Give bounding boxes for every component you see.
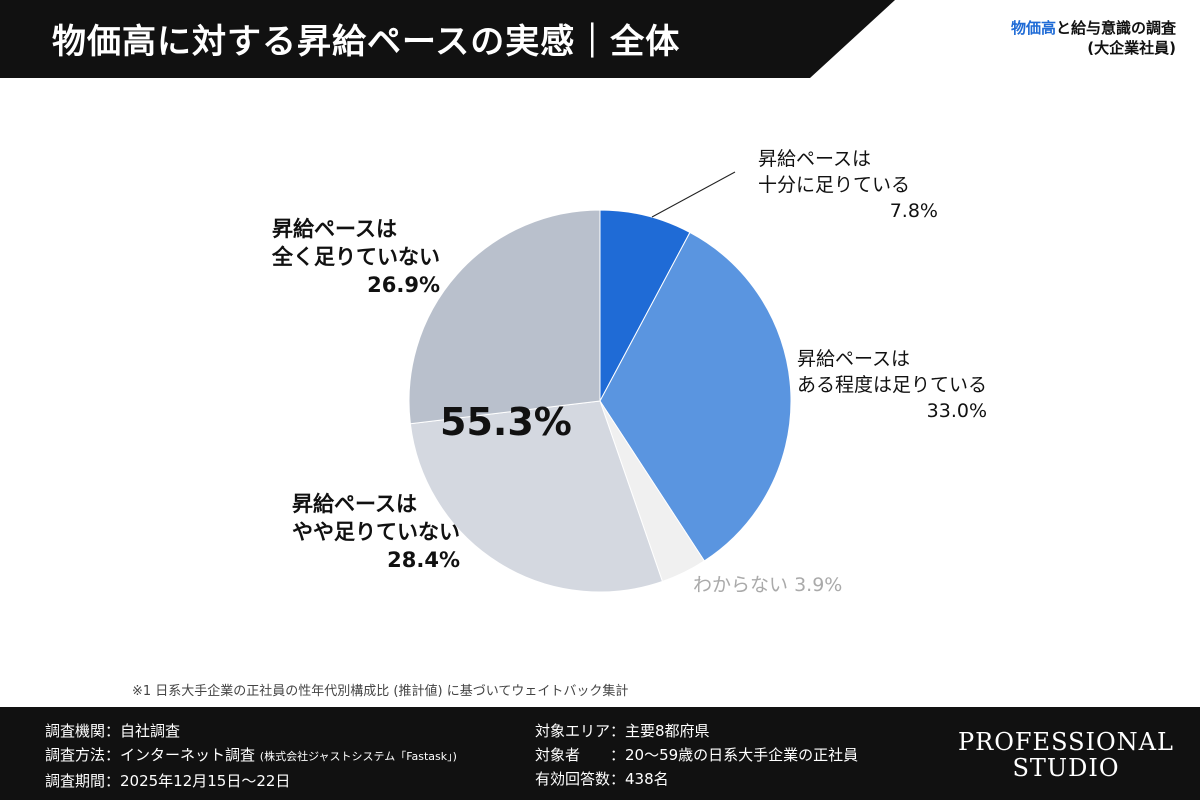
- survey-info-right: 対象エリア：主要8都府県 対象者 ：20〜59歳の日系大手企業の正社員 有効回答…: [535, 719, 858, 791]
- professional-studio-logo: PROFESSIONAL STUDIO: [958, 729, 1174, 781]
- label-line: 昇給ペースは: [797, 348, 911, 370]
- label-slightly-insufficient: 昇給ペースは やや足りていない 28.4%: [292, 490, 460, 574]
- label-line: 十分に足りている: [757, 174, 910, 196]
- label-line: わからない: [693, 574, 789, 596]
- pie-slice-4: [408, 209, 601, 425]
- label-somewhat-sufficient: 昇給ペースは ある程度は足りている 33.0%: [797, 346, 987, 424]
- survey-area: 対象エリア：主要8都府県: [535, 722, 710, 740]
- footer: 調査機関：自社調査 調査方法：インターネット調査 (株式会社ジャストシステム「F…: [0, 707, 1200, 800]
- leader-line: [651, 171, 736, 218]
- logo-line: PROFESSIONAL: [958, 728, 1174, 756]
- survey-target: 対象者 ：20〜59歳の日系大手企業の正社員: [535, 746, 859, 764]
- label-unknown: わからない 3.9%: [693, 572, 842, 598]
- page-title: 物価高に対する昇給ペースの実感｜全体: [52, 22, 681, 62]
- label-line: 昇給ペースは: [292, 492, 417, 516]
- label-sufficient: 昇給ペースは 十分に足りている 7.8%: [757, 146, 938, 224]
- label-line: 昇給ペースは: [757, 148, 872, 170]
- label-line: 昇給ペースは: [272, 217, 397, 241]
- title-bar: [0, 0, 895, 78]
- label-line: 全く足りていない: [272, 245, 440, 269]
- pie-slice-0: [599, 209, 691, 402]
- survey-series: 物価高と給与意識の調査 (大企業社員): [1011, 18, 1176, 58]
- value-label: 33.0%: [926, 400, 988, 422]
- pie-slice-1: [599, 231, 792, 562]
- series-highlight: 物価高: [1010, 19, 1056, 37]
- label-not-at-all: 昇給ペースは 全く足りていない 26.9%: [272, 215, 440, 299]
- survey-period: 調査期間：2025年12月15日〜22日: [45, 772, 291, 790]
- survey-method: 調査方法：インターネット調査 (株式会社ジャストシステム「Fastask」): [45, 743, 457, 769]
- value-label: 26.9%: [367, 273, 440, 297]
- series-rest: と給与意識の調査: [1055, 19, 1176, 37]
- series-sub: (大企業社員): [1087, 39, 1176, 57]
- value-label: 28.4%: [387, 548, 460, 572]
- value-label: 3.9%: [794, 574, 843, 596]
- survey-responses: 有効回答数：438名: [535, 770, 669, 788]
- pie-slice-3: [409, 400, 664, 593]
- combined-insufficient-annotation: 55.3%: [440, 400, 572, 444]
- method-text: 調査方法：インターネット調査: [45, 746, 256, 764]
- label-line: ある程度は足りている: [797, 374, 988, 396]
- logo-line: STUDIO: [1012, 754, 1120, 782]
- value-label: 7.8%: [889, 200, 938, 222]
- footnote: ※1 日系大手企業の正社員の性年代別構成比 (推計値) に基づいてウェイトバック…: [132, 684, 629, 699]
- method-note: (株式会社ジャストシステム「Fastask」): [259, 750, 457, 763]
- survey-org: 調査機関：自社調査: [45, 722, 181, 740]
- survey-info-left: 調査機関：自社調査 調査方法：インターネット調査 (株式会社ジャストシステム「F…: [45, 719, 457, 793]
- label-line: やや足りていない: [292, 520, 460, 544]
